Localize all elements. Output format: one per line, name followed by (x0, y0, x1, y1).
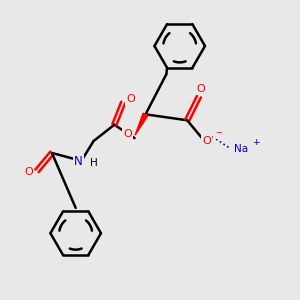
Text: O: O (202, 136, 211, 146)
Text: O: O (24, 167, 33, 177)
Text: O: O (123, 129, 132, 139)
Text: H: H (90, 158, 98, 168)
Text: N: N (74, 155, 83, 168)
Text: Na: Na (234, 143, 248, 154)
Polygon shape (135, 113, 148, 135)
Text: −: − (215, 128, 222, 137)
Text: O: O (126, 94, 135, 104)
Text: +: + (252, 138, 259, 147)
Text: O: O (196, 84, 205, 94)
